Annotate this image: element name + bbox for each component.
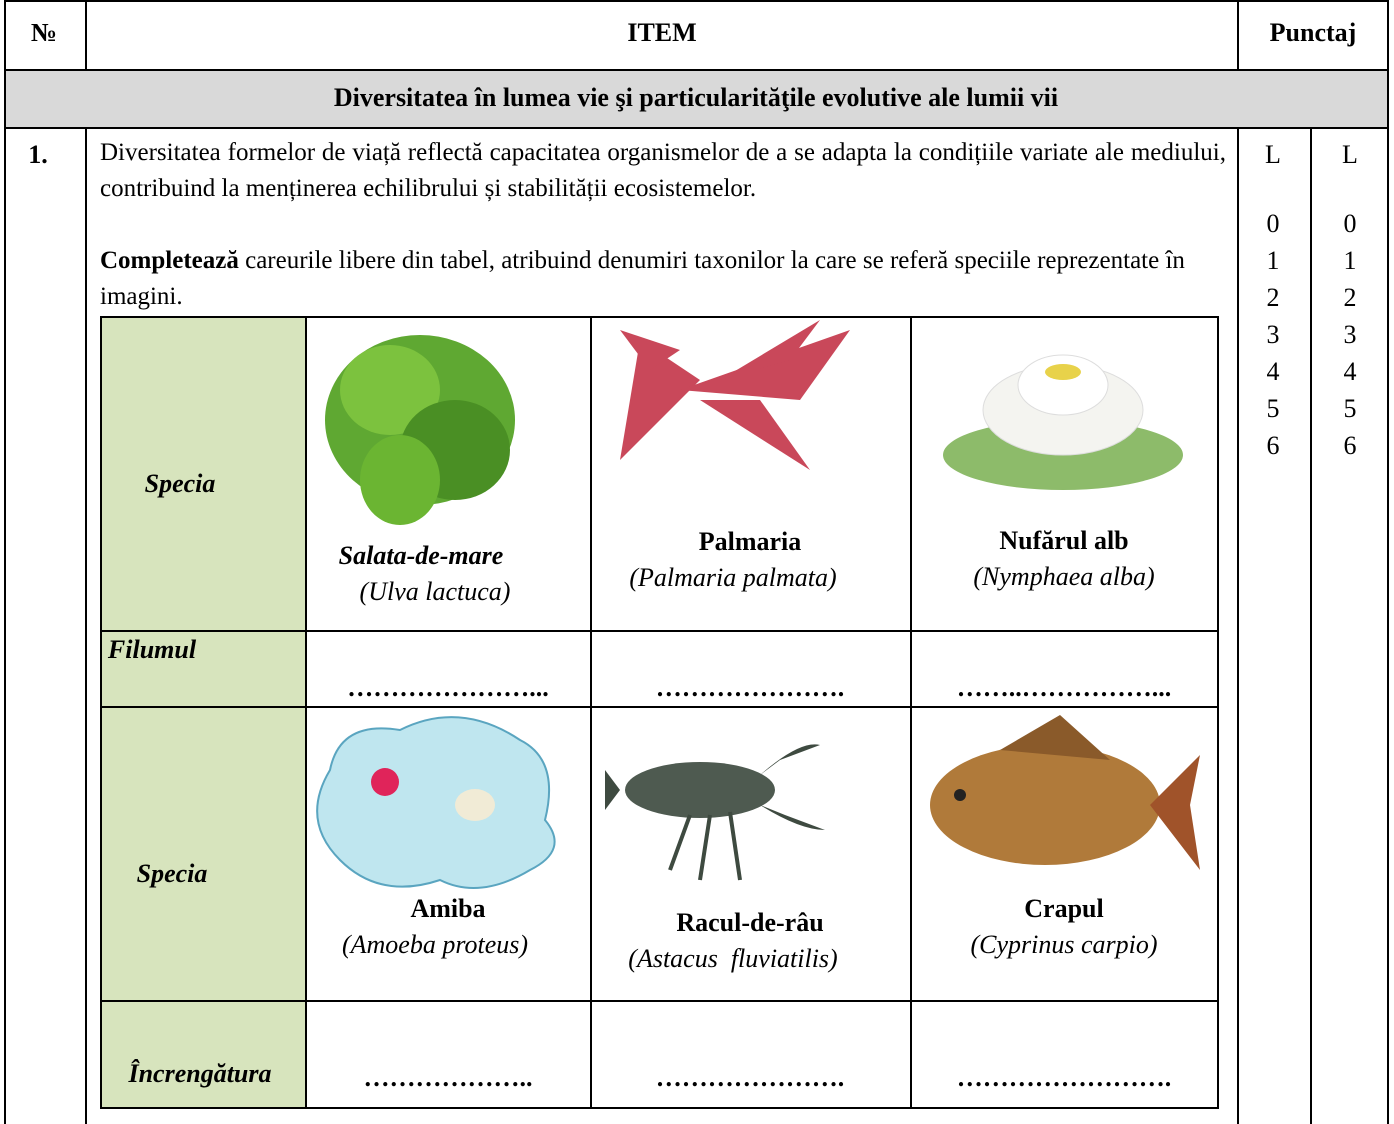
- score-value: 5: [1343, 394, 1357, 423]
- score-value: 2: [1343, 283, 1357, 312]
- score-value: 6: [1343, 431, 1357, 460]
- header-item: ITEM: [627, 18, 697, 47]
- instruction-text: careurile libere din tabel, atribuind de…: [100, 247, 1185, 310]
- score-value: 2: [1266, 283, 1280, 312]
- species-latin: (Cyprinus carpio): [970, 930, 1158, 959]
- header-score: Punctaj: [1269, 18, 1357, 47]
- answer-blank: …………………...: [347, 673, 549, 702]
- ulva-image: [325, 335, 515, 525]
- instruction: Completează careurile libere din tabel, …: [100, 243, 1200, 315]
- carp-image: [930, 715, 1200, 870]
- answer-blank: ………………….: [655, 673, 845, 702]
- paragraph: Diversitatea formelor de viață reflectă …: [100, 139, 1226, 202]
- species-name: Nufărul alb: [999, 526, 1129, 555]
- score-value: 6: [1266, 431, 1280, 460]
- score-label: L: [1342, 140, 1358, 169]
- species-name: Crapul: [1024, 894, 1104, 923]
- score-value: 3: [1266, 320, 1280, 349]
- species-name: Amiba: [410, 894, 486, 923]
- species-latin: (Nymphaea alba): [973, 562, 1155, 591]
- species-latin: (Astacus fluviatilis): [628, 944, 838, 973]
- species-latin: (Palmaria palmata): [629, 563, 837, 592]
- label-column-bg: [100, 316, 305, 1108]
- row-label: Filumul: [107, 635, 197, 664]
- score-value: 1: [1266, 246, 1280, 275]
- answer-blank: …………………….: [956, 1063, 1172, 1092]
- score-value: 1: [1343, 246, 1357, 275]
- species-latin: (Amoeba proteus): [341, 930, 529, 959]
- instruction-bold: Completează: [100, 247, 239, 274]
- answer-blank: ………………….: [655, 1063, 845, 1092]
- score-label: L: [1265, 140, 1281, 169]
- species-name: Palmaria: [698, 527, 802, 556]
- score-value: 0: [1266, 209, 1280, 238]
- palmaria-image: [620, 320, 850, 470]
- score-value: 3: [1343, 320, 1357, 349]
- species-latin: (Ulva lactuca): [359, 577, 511, 606]
- score-value: 4: [1266, 357, 1280, 386]
- row-label: Specia: [144, 469, 216, 498]
- answer-blank: ………………..: [363, 1063, 533, 1092]
- score-value: 5: [1266, 394, 1280, 423]
- crayfish-image: [605, 744, 825, 881]
- question-number: 1.: [28, 140, 48, 169]
- section-title: Diversitatea în lumea vie şi particulari…: [333, 83, 1059, 112]
- row-label: Specia: [136, 859, 208, 888]
- answer-blank: ……..……………...: [956, 673, 1172, 702]
- species-name: Racul-de-râu: [676, 908, 824, 937]
- header-number: №: [30, 18, 58, 47]
- row-label: Încrengătura: [128, 1059, 272, 1088]
- section-bg: [4, 70, 1388, 128]
- score-value: 0: [1343, 209, 1357, 238]
- species-name: Salata-de-mare: [338, 541, 504, 570]
- lily-image: [943, 354, 1183, 490]
- score-value: 4: [1343, 357, 1357, 386]
- amoeba-image: [316, 716, 556, 889]
